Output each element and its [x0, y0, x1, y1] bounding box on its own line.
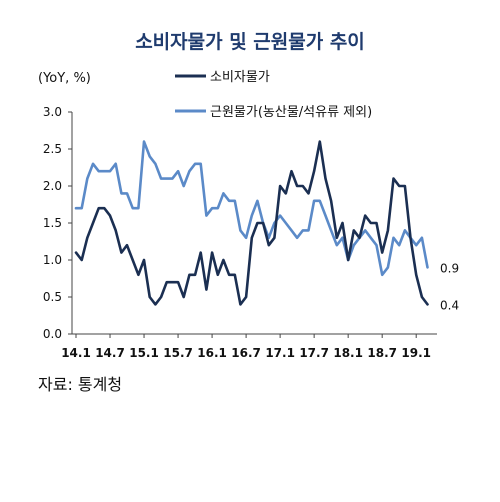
- series-line-core: [74, 140, 429, 277]
- x-tick-label: 14.1: [61, 346, 91, 360]
- y-tick-label: 0.0: [43, 327, 62, 341]
- end-labels: 0.9 0.4: [440, 261, 459, 312]
- x-tick-label: 15.7: [163, 346, 193, 360]
- source-note: 자료: 통계청: [38, 375, 122, 394]
- x-tick-label: 18.7: [367, 346, 397, 360]
- end-label-cpi: 0.4: [440, 298, 459, 312]
- x-tick-label: 18.1: [333, 346, 363, 360]
- y-tick-label: 3.0: [43, 105, 62, 119]
- y-axis-unit: (YoY, %): [38, 71, 91, 86]
- x-tick-label: 16.1: [197, 346, 227, 360]
- x-tick-label: 17.7: [299, 346, 329, 360]
- y-tick-label: 1.5: [43, 216, 62, 230]
- y-tick-label: 1.0: [43, 253, 62, 267]
- legend-label-cpi: 소비자물가: [210, 70, 270, 85]
- chart-title: 소비자물가 및 근원물가 추이: [135, 31, 365, 53]
- series-layer: [74, 140, 429, 306]
- legend: 소비자물가 근원물가(농산물/석유류 제외): [175, 70, 372, 120]
- x-tick-label: 15.1: [129, 346, 159, 360]
- x-tick-label: 14.7: [95, 346, 125, 360]
- x-tick-label: 16.7: [231, 346, 261, 360]
- legend-label-core: 근원물가(농산물/석유류 제외): [210, 105, 372, 120]
- x-tick-label: 19.1: [401, 346, 431, 360]
- series-line-cpi: [74, 140, 429, 306]
- y-tick-label: 0.5: [43, 290, 62, 304]
- y-axis-ticks: 0.0 0.5 1.0 1.5 2.0 2.5 3.0: [43, 105, 72, 341]
- y-tick-label: 2.0: [43, 179, 62, 193]
- x-axis-ticks: 14.1 14.7 15.1 15.7 16.1 16.7 17.1 17.7 18.1 18.7…: [61, 334, 431, 360]
- x-tick-label: 17.1: [265, 346, 295, 360]
- y-tick-label: 2.5: [43, 142, 62, 156]
- end-label-core: 0.9: [440, 261, 459, 275]
